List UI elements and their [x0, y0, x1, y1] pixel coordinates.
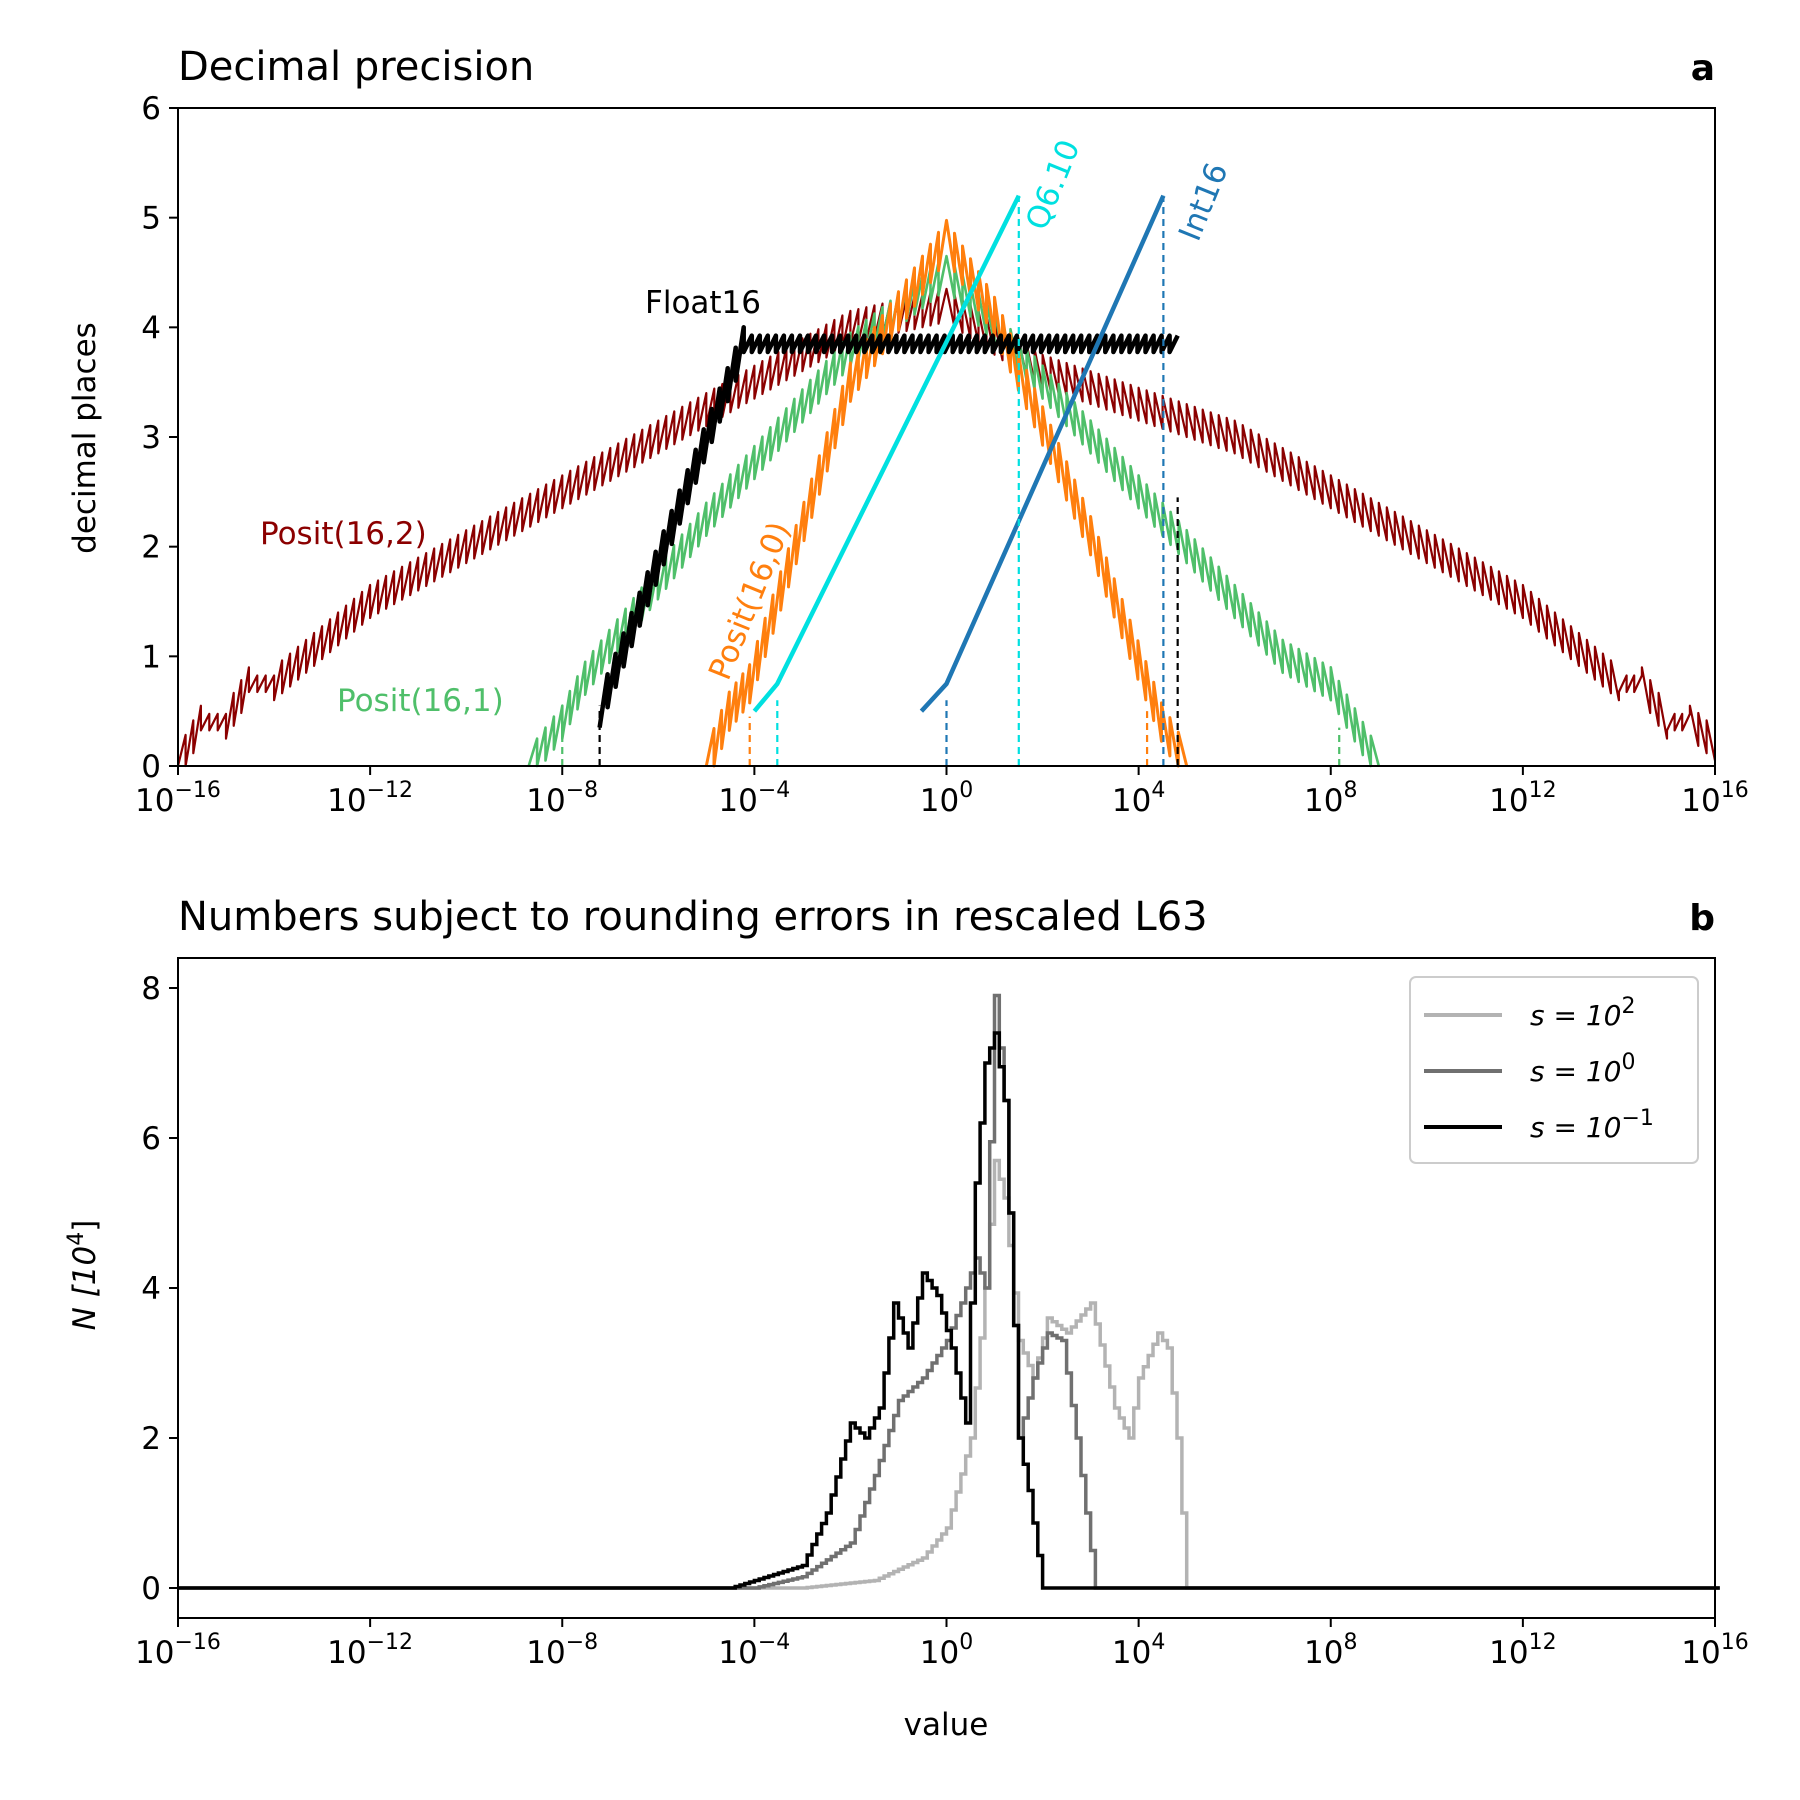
panel-b-series-group: [178, 993, 1720, 1590]
panel-b-y-ticks: 0 2 4 6 8: [141, 971, 178, 1607]
series-line-float16: [597, 325, 1180, 728]
panel-b-ylabel-close: ]: [67, 1220, 103, 1232]
panel-a-y-tick-label: 0: [141, 749, 161, 785]
panel-b-title: Numbers subject to rounding errors in re…: [178, 894, 1208, 940]
panel-b-x-tick-label: 1012: [1489, 1630, 1556, 1671]
series-line-posit-16-0: [704, 218, 1189, 768]
panel-a-x-tick-label: 10−8: [526, 778, 598, 819]
legend-label: s = 10−1: [1530, 1106, 1654, 1144]
panel-a-y-tick-label: 5: [141, 201, 161, 237]
panel-a-ylabel: decimal places: [67, 322, 103, 554]
panel-a-vlines-group: [561, 195, 1341, 766]
panel-b-y-tick-label: 0: [141, 1571, 161, 1607]
series-line-posit-16-1: [527, 254, 1381, 768]
panel-a-x-tick-label: 10−16: [135, 778, 221, 819]
panel-b-legend: s = 102 s = 100 s = 10−1: [1409, 976, 1699, 1164]
panel-a-x-tick-label: 104: [1112, 778, 1165, 819]
series-line-posit-16-2: [176, 287, 1717, 768]
panel-a-title: Decimal precision: [178, 44, 534, 90]
panel-a-x-tick-label: 10−4: [718, 778, 790, 819]
panel-b-y-tick-label: 6: [141, 1121, 161, 1157]
panel-b-x-ticks: 10−16 10−12 10−8 10−4 100 104 108 1012 1016: [135, 1618, 1749, 1671]
panel-b-ylabel: N [104]: [64, 1220, 103, 1331]
panel-b-ylabel-base: N [10: [67, 1246, 103, 1331]
panel-b-x-tick-label: 104: [1112, 1630, 1165, 1671]
panel-b-letter: b: [1689, 898, 1715, 939]
panel-a-x-tick-label: 1016: [1681, 778, 1748, 819]
panel-b-x-tick-label: 10−8: [526, 1630, 598, 1671]
panel-a-frame: [177, 107, 1716, 767]
label-float16: Float16: [645, 285, 761, 321]
panel-b-x-tick-label: 10−4: [718, 1630, 790, 1671]
panel-a-x-tick-label: 108: [1304, 778, 1357, 819]
histogram-s1e2: [178, 1158, 1720, 1590]
panel-a-y-tick-label: 3: [141, 420, 161, 456]
panel-b-xlabel: value: [904, 1707, 989, 1743]
panel-b-y-tick-label: 2: [141, 1421, 161, 1457]
panel-a-y-tick-label: 4: [141, 310, 161, 346]
panel-a-x-tick-label: 1012: [1489, 778, 1556, 819]
panel-b-x-tick-label: 1016: [1681, 1630, 1748, 1671]
histogram-s1em1: [178, 1031, 1720, 1590]
panel-a-x-tick-label: 100: [920, 778, 973, 819]
panel-b-x-tick-label: 108: [1304, 1630, 1357, 1671]
legend-label: s = 102: [1530, 994, 1635, 1032]
legend-box: [1409, 976, 1699, 1164]
panel-a-x-ticks: 10−16 10−12 10−8 10−4 100 104 108 1012 1016: [135, 766, 1749, 819]
label-posit16-2: Posit(16,2): [260, 516, 427, 552]
label-int16: Int16: [1172, 158, 1235, 246]
panel-a-y-ticks: 0 1 2 3 4 5 6: [141, 91, 178, 785]
series-line-q6-10: [752, 194, 1021, 713]
panel-a-letter: a: [1691, 48, 1715, 89]
panel-b-rounding-errors: Numbers subject to rounding errors in re…: [64, 894, 1749, 1743]
panel-b-y-tick-label: 8: [141, 971, 161, 1007]
panel-b-x-tick-label: 100: [920, 1630, 973, 1671]
panel-b-x-tick-label: 10−12: [327, 1630, 413, 1671]
label-q6-10: Q6.10: [1019, 135, 1087, 235]
panel-a-decimal-precision: Decimal precision a decimal places 0 1 2 3 4…: [67, 44, 1749, 819]
legend-label: s = 100: [1530, 1050, 1635, 1088]
panel-b-frame: [177, 957, 1716, 1619]
label-posit16-0: Posit(16,0): [702, 517, 798, 685]
panel-a-y-tick-label: 1: [141, 639, 161, 675]
panel-a-y-tick-label: 6: [141, 91, 161, 127]
series-line-int16: [919, 194, 1166, 713]
panel-a-x-tick-label: 10−12: [327, 778, 413, 819]
panel-b-ylabel-exp: 4: [64, 1232, 89, 1246]
panel-a-series-group: [176, 194, 1717, 768]
panel-b-x-tick-label: 10−16: [135, 1630, 221, 1671]
panel-b-y-tick-label: 4: [141, 1271, 161, 1307]
label-posit16-1: Posit(16,1): [337, 683, 504, 719]
panel-a-y-tick-label: 2: [141, 530, 161, 566]
